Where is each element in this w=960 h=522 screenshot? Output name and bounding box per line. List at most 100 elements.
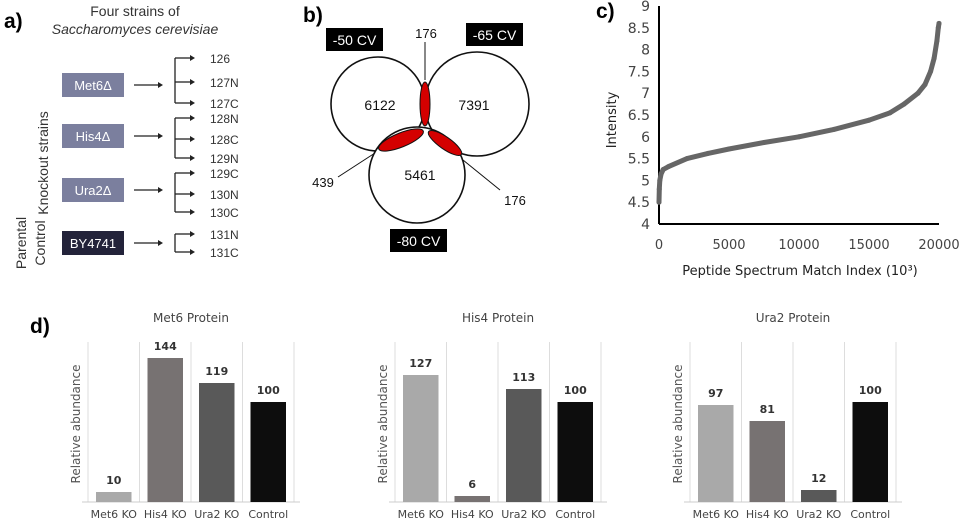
x-tick-label: Met6 KO: [398, 508, 445, 521]
bar-chart-ura2-protein: Ura2 Protein Relative abundance 97 Met6 KO 8…: [671, 311, 902, 521]
y-axis-label: Relative abundance: [671, 365, 685, 484]
overlap-leader-line: [337, 152, 376, 178]
panel-b-venn: -50 CV -65 CV -80 CV 6122 7391 5461 176 439 176: [312, 23, 530, 252]
strain-box: [62, 124, 124, 148]
arrow-head: [190, 155, 195, 161]
bar: [852, 402, 888, 502]
arrow-head: [190, 79, 195, 85]
data-point: [936, 20, 942, 26]
data-point: [915, 90, 921, 96]
panel-a-title-line2: Saccharomyces cerevisiae: [52, 21, 219, 37]
bar-value-label: 100: [859, 384, 882, 397]
arrow-head: [190, 170, 195, 176]
data-point: [658, 171, 664, 177]
channel-label: 128C: [210, 133, 239, 147]
arrow-head: [190, 100, 195, 106]
data-point: [796, 134, 802, 140]
y-tick-label: 8.5: [628, 21, 650, 37]
x-tick-label: 20000: [918, 238, 959, 253]
panel-label-c: c): [596, 0, 615, 23]
bar: [147, 358, 183, 502]
x-tick-label: Met6 KO: [693, 508, 740, 521]
x-tick-label: 0: [655, 238, 663, 253]
y-tick-label: 4: [641, 217, 650, 233]
strain-name: His4Δ: [76, 129, 111, 144]
set-label-box: [326, 28, 383, 51]
data-point: [931, 55, 937, 61]
chart-title: Ura2 Protein: [756, 311, 831, 325]
x-tick-label: His4 KO: [451, 508, 494, 521]
x-tick-label: 10000: [778, 238, 819, 253]
venn-circle-80cv: [368, 126, 466, 224]
x-tick-label: His4 KO: [144, 508, 187, 521]
chart-title: Met6 Protein: [153, 311, 229, 325]
bar-value-label: 119: [205, 365, 228, 378]
strain-name: Ura2Δ: [75, 183, 112, 198]
bar: [454, 496, 490, 502]
x-tick-label: His4 KO: [746, 508, 789, 521]
chart-title: His4 Protein: [462, 311, 534, 325]
arrow-head: [190, 209, 195, 215]
y-tick-label: 5: [641, 173, 650, 189]
panel-label-d: d): [30, 315, 50, 338]
bar: [698, 405, 734, 502]
channel-label: 129N: [210, 152, 239, 166]
data-point: [666, 163, 672, 169]
x-tick-label: 15000: [848, 238, 889, 253]
unique-count: 5461: [404, 167, 435, 183]
data-point: [922, 81, 928, 87]
bar-chart-his4-protein: His4 Protein Relative abundance 127 Met6 KO…: [376, 311, 607, 521]
bar: [250, 402, 286, 502]
data-point: [656, 199, 662, 205]
strain-box: [62, 178, 124, 202]
bar-value-label: 100: [564, 384, 587, 397]
group-label-parental: Parental: [13, 217, 29, 269]
panel-label-a: a): [4, 10, 23, 33]
overlap-count: 176: [504, 193, 526, 208]
x-tick-label: Ura2 KO: [501, 508, 546, 521]
data-point: [726, 146, 732, 152]
arrow-head: [158, 240, 163, 246]
bar: [801, 490, 837, 502]
group-label-control: Control: [32, 220, 48, 265]
bar-value-label: 127: [409, 357, 432, 370]
x-tick-label: Ura2 KO: [194, 508, 239, 521]
set-label: -80 CV: [397, 233, 441, 249]
x-tick-label: Met6 KO: [91, 508, 138, 521]
y-tick-label: 7: [641, 86, 650, 102]
arrow-head: [158, 187, 163, 193]
data-point: [928, 68, 934, 74]
channel-label: 129C: [210, 167, 239, 181]
bar: [199, 383, 235, 502]
panel-label-b: b): [303, 4, 323, 27]
bar-value-label: 12: [811, 472, 826, 485]
overlap-50-65: [419, 81, 431, 127]
x-tick-label: Control: [555, 508, 595, 521]
arrow-head: [158, 133, 163, 139]
strain-box: [62, 231, 124, 255]
arrow-head: [190, 115, 195, 121]
set-label: -50 CV: [333, 32, 377, 48]
overlap-count: 439: [312, 175, 334, 190]
x-tick-label: Control: [248, 508, 288, 521]
strain-box: [62, 73, 124, 97]
y-tick-label: 6: [641, 130, 650, 146]
data-series-curve: [656, 20, 942, 205]
strain-name: BY4741: [70, 236, 116, 251]
data-point: [866, 117, 872, 123]
bar-value-label: 100: [257, 384, 280, 397]
set-label: -65 CV: [473, 27, 517, 43]
bar: [403, 375, 439, 502]
y-tick-label: 8: [641, 43, 650, 59]
bar: [557, 402, 593, 502]
channel-label: 131N: [210, 228, 239, 242]
data-point: [934, 38, 940, 44]
arrow-head: [190, 136, 195, 142]
arrow-head: [190, 55, 195, 61]
channel-label: 130C: [210, 206, 239, 220]
overlap-leader-line: [462, 159, 501, 191]
arrow-head: [190, 249, 195, 255]
data-point: [761, 139, 767, 145]
bar-value-label: 144: [154, 340, 177, 353]
group-label-knockout: Knockout strains: [35, 111, 51, 215]
